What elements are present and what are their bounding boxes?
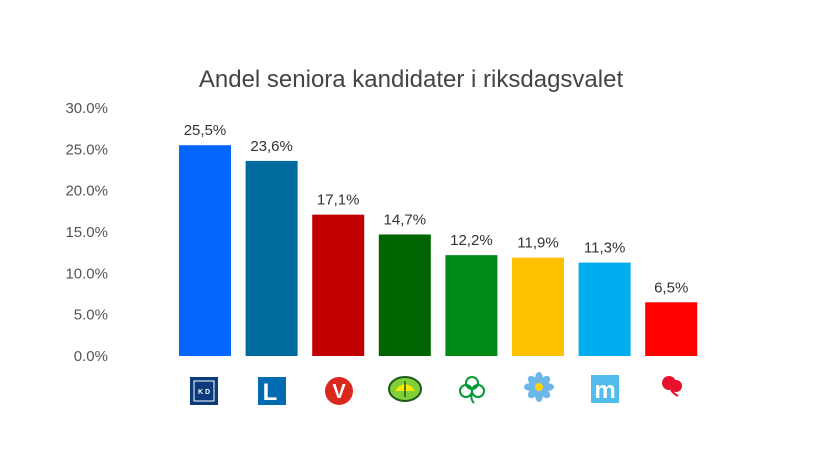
data-labels: 25,5% 23,6% 17,1% 14,7% 12,2% 11,9% 11,3% 6,5%: [184, 122, 689, 296]
bar-c: [445, 255, 498, 356]
y-tick-label: 25.0%: [65, 141, 108, 158]
data-label-m: 11,3%: [584, 240, 625, 257]
y-tick-label: 20.0%: [65, 183, 108, 200]
data-label-l: 23,6%: [250, 138, 293, 155]
moderaterna-logo-icon: m: [591, 375, 619, 404]
sverigedemokraterna-logo-icon: [524, 372, 554, 402]
bar-l: [245, 160, 298, 356]
chart-title: Andel seniora kandidater i riksdagsvalet: [199, 66, 624, 93]
vansterpartiet-logo-icon: V: [325, 377, 353, 405]
data-label-c: 12,2%: [450, 232, 493, 249]
y-tick-label: 10.0%: [65, 265, 108, 282]
y-tick-label: 30.0%: [65, 100, 108, 117]
y-tick-label: 5.0%: [74, 307, 108, 324]
y-tick-label: 15.0%: [65, 224, 108, 241]
data-label-v: 17,1%: [317, 192, 360, 209]
bar-m: [578, 262, 631, 356]
socialdemokraterna-logo-icon: [662, 376, 682, 397]
bar-kd: [179, 145, 231, 356]
liberalerna-logo-text: L: [263, 379, 278, 406]
kd-logo-icon: K D: [190, 377, 218, 405]
liberalerna-logo-icon: L: [258, 377, 286, 406]
data-label-kd: 25,5%: [184, 122, 227, 139]
centerpartiet-logo-icon: [459, 376, 485, 404]
bar-v: [312, 214, 365, 356]
data-label-sd: 11,9%: [517, 235, 558, 252]
bar-sd: [512, 257, 564, 356]
y-tick-label: 0.0%: [74, 348, 108, 365]
bar-mp: [378, 234, 431, 356]
miljopartiet-logo-icon: [388, 376, 422, 402]
data-label-mp: 14,7%: [384, 211, 427, 228]
data-label-s: 6,5%: [654, 279, 688, 296]
bar-s: [645, 302, 698, 356]
kd-logo-text: K D: [198, 389, 210, 396]
moderaterna-logo-text: m: [594, 377, 615, 404]
vansterpartiet-logo-text: V: [332, 381, 346, 403]
y-axis: 0.0% 5.0% 10.0% 15.0% 20.0% 25.0% 30.0%: [65, 100, 108, 365]
bars: [179, 145, 698, 356]
